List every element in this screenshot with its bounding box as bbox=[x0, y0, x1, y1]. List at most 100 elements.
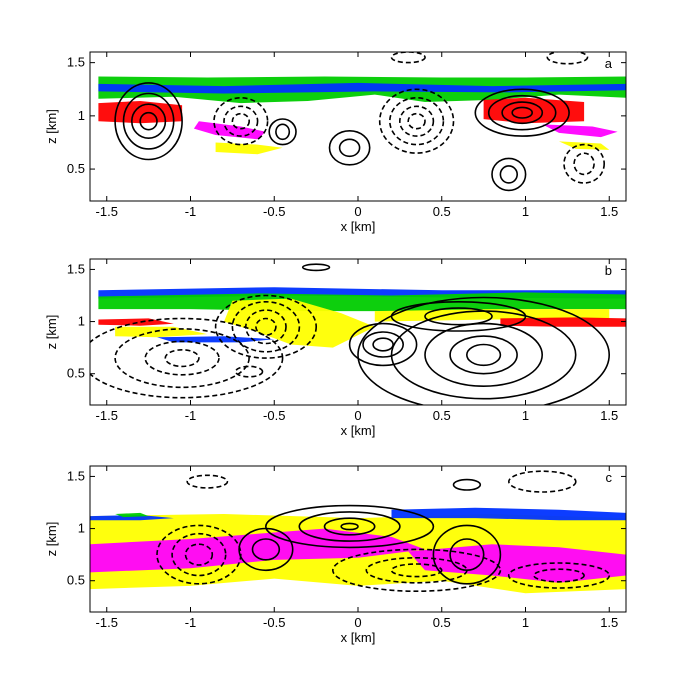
y-axis-label: z [km] bbox=[44, 109, 59, 144]
x-tick-label: -1.5 bbox=[96, 204, 118, 219]
scatter-region bbox=[157, 336, 275, 343]
contour-positive bbox=[449, 335, 518, 375]
x-tick-label: 0 bbox=[354, 615, 361, 630]
x-axis-label: x [km] bbox=[341, 219, 376, 234]
x-tick-label: 0.5 bbox=[433, 408, 451, 423]
x-tick-label: -0.5 bbox=[263, 204, 285, 219]
contour-positive bbox=[501, 101, 544, 125]
contour-negative bbox=[331, 548, 502, 592]
contour-negative bbox=[184, 543, 214, 566]
scatter-region bbox=[500, 317, 626, 327]
scatter-region bbox=[90, 515, 174, 521]
contour-negative bbox=[378, 88, 455, 154]
panel-label: a bbox=[605, 56, 613, 71]
x-tick-label: -1 bbox=[185, 204, 197, 219]
x-tick-label: 1 bbox=[522, 408, 529, 423]
contour-positive bbox=[328, 130, 371, 166]
y-tick-label: 1 bbox=[78, 108, 85, 123]
scatter-region bbox=[542, 124, 618, 138]
scatter-region bbox=[559, 141, 610, 150]
x-tick-label: 1.5 bbox=[600, 408, 618, 423]
scatter-region bbox=[115, 326, 208, 338]
contour-positive bbox=[491, 157, 527, 192]
contour-negative bbox=[407, 112, 426, 130]
y-tick-label: 1 bbox=[78, 521, 85, 536]
x-tick-label: 1 bbox=[522, 615, 529, 630]
scatter-region bbox=[408, 544, 626, 583]
plot-area bbox=[90, 263, 626, 405]
contour-negative bbox=[399, 105, 435, 137]
y-tick-label: 1 bbox=[78, 314, 85, 329]
contour-negative bbox=[214, 294, 317, 359]
contour-negative bbox=[546, 52, 589, 65]
contour-positive bbox=[114, 82, 183, 161]
contour-positive bbox=[357, 296, 610, 405]
x-tick-label: -1.5 bbox=[96, 615, 118, 630]
contour-negative bbox=[171, 532, 227, 577]
x-axis-label: x [km] bbox=[341, 630, 376, 645]
contour-positive bbox=[511, 106, 534, 119]
contour-negative bbox=[390, 563, 443, 578]
contour-positive bbox=[362, 331, 405, 358]
contour-positive bbox=[452, 478, 482, 491]
panel-c: -1.5 -1 -0.5 0 0.5 1 1.5 0.5 1 1.5 x [km] z [km] c bbox=[44, 465, 627, 645]
x-tick-label: 0.5 bbox=[433, 615, 451, 630]
contour-negative bbox=[365, 556, 468, 584]
contour-negative bbox=[231, 112, 251, 130]
contour-positive bbox=[275, 123, 291, 141]
scatter-region bbox=[98, 82, 626, 94]
contour-positive bbox=[298, 511, 401, 542]
x-tick-label: 0.5 bbox=[433, 204, 451, 219]
x-axis-label: x [km] bbox=[341, 423, 376, 438]
contour-negative bbox=[507, 470, 577, 493]
contour-positive bbox=[301, 263, 331, 272]
y-tick-label: 0.5 bbox=[67, 161, 85, 176]
contour-positive bbox=[390, 300, 527, 332]
y-axis-label: z [km] bbox=[44, 522, 59, 557]
scatter-region bbox=[98, 318, 174, 326]
contour-negative bbox=[156, 524, 242, 585]
contour-negative bbox=[234, 365, 264, 378]
x-tick-label: -0.5 bbox=[263, 408, 285, 423]
x-tick-label: 0 bbox=[354, 204, 361, 219]
contour-positive bbox=[432, 524, 502, 585]
contour-positive bbox=[251, 538, 281, 561]
contour-negative bbox=[114, 328, 250, 389]
contour-positive bbox=[323, 517, 376, 536]
contour-positive bbox=[424, 307, 493, 326]
contour-negative bbox=[573, 152, 595, 176]
contour-positive bbox=[264, 504, 435, 549]
contour-negative bbox=[389, 96, 445, 146]
plot-area bbox=[98, 52, 626, 192]
contour-positive bbox=[338, 138, 361, 158]
contour-positive bbox=[372, 337, 394, 352]
axes-frame bbox=[89, 51, 627, 202]
x-tick-label: 1.5 bbox=[600, 204, 618, 219]
contour-positive bbox=[487, 94, 557, 131]
contour-negative bbox=[255, 317, 277, 336]
contour-positive bbox=[474, 88, 570, 137]
panel-a: -1.5 -1 -0.5 0 0.5 1 1.5 0.5 1 1.5 x [km] z [km] a bbox=[44, 51, 627, 234]
contour-positive bbox=[348, 322, 418, 367]
y-tick-label: 0.5 bbox=[67, 366, 85, 381]
x-tick-label: 0 bbox=[354, 408, 361, 423]
x-tick-label: -0.5 bbox=[263, 615, 285, 630]
contour-negative bbox=[90, 317, 284, 399]
x-tick-label: -1.5 bbox=[96, 408, 118, 423]
x-tick-label: 1 bbox=[522, 204, 529, 219]
contour-positive bbox=[238, 527, 294, 572]
contour-positive bbox=[139, 111, 158, 131]
y-tick-label: 1.5 bbox=[67, 468, 85, 483]
contour-negative bbox=[390, 52, 426, 64]
contour-positive bbox=[499, 165, 518, 184]
scatter-region bbox=[115, 512, 149, 518]
contour-negative bbox=[223, 105, 259, 137]
contour-negative bbox=[164, 349, 200, 368]
contour-negative bbox=[213, 96, 269, 146]
contour-positive bbox=[268, 118, 297, 146]
panel-b: -1.5 -1 -0.5 0 0.5 1 1.5 0.5 1 1.5 x [km] z [km] b bbox=[44, 258, 627, 438]
contour-negative bbox=[507, 562, 611, 589]
x-tick-label: 1.5 bbox=[600, 615, 618, 630]
contour-negative bbox=[186, 474, 229, 489]
y-axis-label: z [km] bbox=[44, 315, 59, 350]
